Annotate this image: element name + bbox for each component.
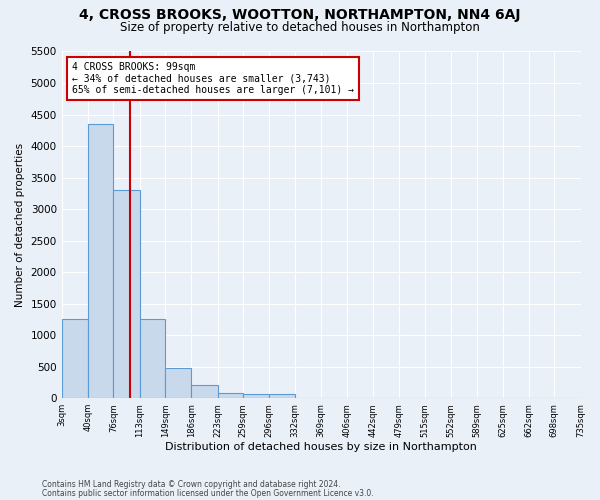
Bar <box>191 384 218 398</box>
Text: 4, CROSS BROOKS, WOOTTON, NORTHAMPTON, NN4 6AJ: 4, CROSS BROOKS, WOOTTON, NORTHAMPTON, N… <box>79 8 521 22</box>
Bar <box>243 394 269 398</box>
Bar <box>269 394 295 398</box>
Bar <box>218 392 243 398</box>
Bar <box>165 368 191 398</box>
Bar <box>140 320 165 398</box>
Text: Size of property relative to detached houses in Northampton: Size of property relative to detached ho… <box>120 22 480 35</box>
Bar <box>62 320 88 398</box>
Text: Contains HM Land Registry data © Crown copyright and database right 2024.: Contains HM Land Registry data © Crown c… <box>42 480 341 489</box>
X-axis label: Distribution of detached houses by size in Northampton: Distribution of detached houses by size … <box>165 442 477 452</box>
Y-axis label: Number of detached properties: Number of detached properties <box>15 143 25 307</box>
Bar <box>113 190 140 398</box>
Bar <box>88 124 113 398</box>
Text: Contains public sector information licensed under the Open Government Licence v3: Contains public sector information licen… <box>42 488 374 498</box>
Text: 4 CROSS BROOKS: 99sqm
← 34% of detached houses are smaller (3,743)
65% of semi-d: 4 CROSS BROOKS: 99sqm ← 34% of detached … <box>72 62 354 95</box>
